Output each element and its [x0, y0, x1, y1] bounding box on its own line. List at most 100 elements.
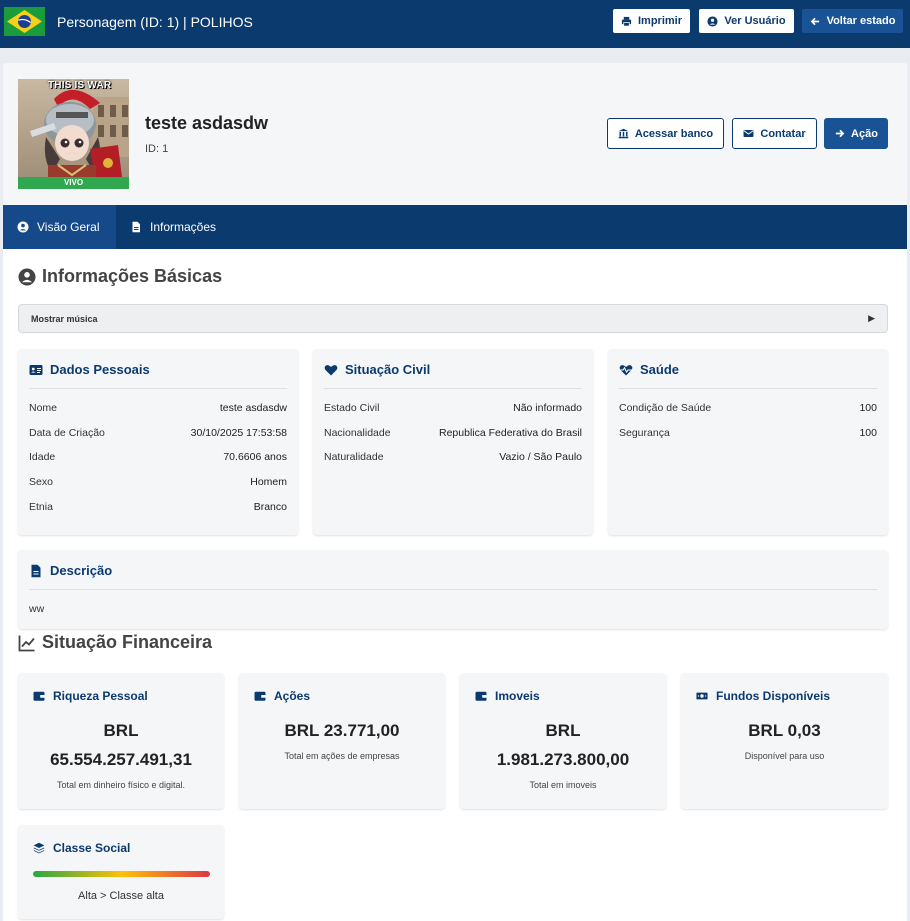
music-toggle-label: Mostrar música	[31, 314, 98, 324]
description-title: Descrição	[50, 563, 113, 578]
stocks-header: Ações	[254, 689, 310, 703]
funds-subtitle: Disponível para uso	[744, 751, 825, 761]
row-key: Idade	[29, 451, 56, 463]
play-icon: ▶	[868, 313, 875, 323]
printer-icon	[621, 16, 632, 26]
social-class-card: Classe Social Alta > Classe alta	[18, 825, 224, 919]
property-subtitle: Total em imoveis	[529, 780, 597, 790]
row-key: Etnia	[29, 501, 53, 513]
funds-card: Fundos Disponíveis BRL 0,03 Disponível p…	[681, 673, 888, 809]
property-value: 1.981.273.800,00	[496, 750, 630, 769]
stocks-value: BRL 23.771,00	[284, 721, 400, 740]
row-value: 100	[859, 427, 877, 439]
arrow-left-icon	[810, 17, 819, 25]
brazil-flag-icon	[4, 7, 45, 36]
row-value: Não informado	[513, 402, 582, 414]
civil-row-nationality: Nacionalidade Republica Federativa do Bra…	[324, 427, 582, 441]
heart-icon	[324, 365, 338, 376]
row-value: Branco	[253, 501, 287, 513]
character-name: teste asdasdw	[145, 113, 269, 133]
personal-row-ethnicity: Etnia Branco	[29, 501, 287, 515]
page-title: Personagem (ID: 1) | POLIHOS	[57, 14, 253, 30]
health-card: Saúde Condição de Saúde 100 Segurança 100	[608, 349, 888, 535]
personal-row-age: Idade 70.6606 anos	[29, 451, 287, 465]
description-text: ww	[29, 603, 877, 617]
wealth-value: 65.554.257.491,31	[50, 750, 192, 769]
personal-row-created: Data de Criação 30/10/2025 17:53:58	[29, 427, 287, 441]
arrow-right-icon	[835, 129, 845, 138]
health-row-condition: Condição de Saúde 100	[619, 402, 877, 416]
character-id: ID: 1	[145, 143, 169, 155]
wealth-currency: BRL	[103, 721, 139, 740]
tab-overview[interactable]: Visão Geral	[3, 205, 116, 249]
contact-label: Contatar	[760, 127, 806, 140]
finance-title: Situação Financeira	[42, 632, 213, 652]
property-currency: BRL	[545, 721, 581, 740]
print-label: Imprimir	[637, 15, 682, 27]
finance-heading: Situação Financeira	[18, 632, 212, 653]
row-key: Naturalidade	[324, 451, 384, 463]
access-bank-button[interactable]: Acessar banco	[607, 118, 724, 149]
action-button[interactable]: Ação	[824, 118, 888, 149]
contact-button[interactable]: Contatar	[732, 118, 817, 149]
top-bar: Personagem (ID: 1) | POLIHOS Imprimir Ve…	[0, 0, 910, 48]
civil-status-card: Situação Civil Estado Civil Não informado…	[313, 349, 593, 535]
character-header: THIS IS WAR VIVO teste asdasdw ID: 1 Ace…	[3, 63, 907, 205]
personal-row-sex: Sexo Homem	[29, 476, 287, 490]
tab-overview-label: Visão Geral	[37, 220, 100, 234]
view-user-button[interactable]: Ver Usuário	[699, 9, 794, 33]
row-key: Condição de Saúde	[619, 402, 712, 414]
funds-header: Fundos Disponíveis	[696, 689, 830, 703]
wealth-subtitle: Total em dinheiro físico e digital.	[56, 780, 186, 790]
civil-row-marital: Estado Civil Não informado	[324, 402, 582, 416]
description-value: ww	[29, 603, 45, 615]
social-class-title: Classe Social	[53, 841, 131, 855]
chart-line-icon	[18, 635, 35, 651]
personal-data-header: Dados Pessoais	[29, 362, 287, 389]
tab-bar: Visão Geral Informações	[3, 205, 907, 249]
health-header: Saúde	[619, 362, 877, 389]
row-key: Data de Criação	[29, 427, 105, 439]
stocks-card: Ações BRL 23.771,00 Total em ações de em…	[239, 673, 445, 809]
personal-data-title: Dados Pessoais	[50, 362, 150, 377]
print-button[interactable]: Imprimir	[613, 9, 690, 33]
property-title: Imoveis	[495, 689, 540, 703]
social-class-header: Classe Social	[33, 841, 130, 855]
bank-icon	[618, 128, 629, 139]
character-panel: THIS IS WAR VIVO teste asdasdw ID: 1 Ace…	[3, 63, 907, 921]
property-header: Imoveis	[475, 689, 540, 703]
row-value: 30/10/2025 17:53:58	[190, 427, 287, 439]
social-class-gradient-bar	[33, 871, 210, 877]
row-value: Homem	[250, 476, 287, 488]
stocks-subtitle: Total em ações de empresas	[284, 751, 400, 761]
health-row-security: Segurança 100	[619, 427, 877, 441]
image-caption: THIS IS WAR	[48, 80, 112, 91]
file-icon	[31, 564, 41, 578]
civil-status-header: Situação Civil	[324, 362, 582, 389]
row-value: 70.6606 anos	[223, 451, 287, 463]
status-badge: VIVO	[18, 177, 129, 189]
user-circle-icon	[707, 15, 718, 27]
row-key: Segurança	[619, 427, 670, 439]
user-circle-icon	[18, 268, 36, 285]
back-state-label: Voltar estado	[826, 15, 896, 27]
money-bill-icon	[696, 692, 708, 700]
character-avatar[interactable]: THIS IS WAR VIVO	[18, 79, 129, 189]
row-key: Sexo	[29, 476, 53, 488]
heartbeat-icon	[619, 365, 633, 376]
envelope-icon	[743, 130, 754, 137]
layers-icon	[33, 842, 45, 854]
tab-information[interactable]: Informações	[116, 205, 230, 249]
funds-value: BRL 0,03	[748, 721, 821, 740]
wealth-card: Riqueza Pessoal BRL 65.554.257.491,31 To…	[18, 673, 224, 809]
wallet-icon	[254, 691, 266, 701]
back-state-button[interactable]: Voltar estado	[802, 9, 903, 33]
row-key: Nome	[29, 402, 58, 414]
basic-info-heading: Informações Básicas	[18, 266, 222, 287]
personal-row-name: Nome teste asdasdw	[29, 402, 287, 416]
row-key: Estado Civil	[324, 402, 380, 414]
wealth-title: Riqueza Pessoal	[53, 689, 148, 703]
wallet-icon	[33, 691, 45, 701]
row-value: teste asdasdw	[219, 402, 287, 414]
music-toggle[interactable]: Mostrar música ▶	[18, 304, 888, 333]
